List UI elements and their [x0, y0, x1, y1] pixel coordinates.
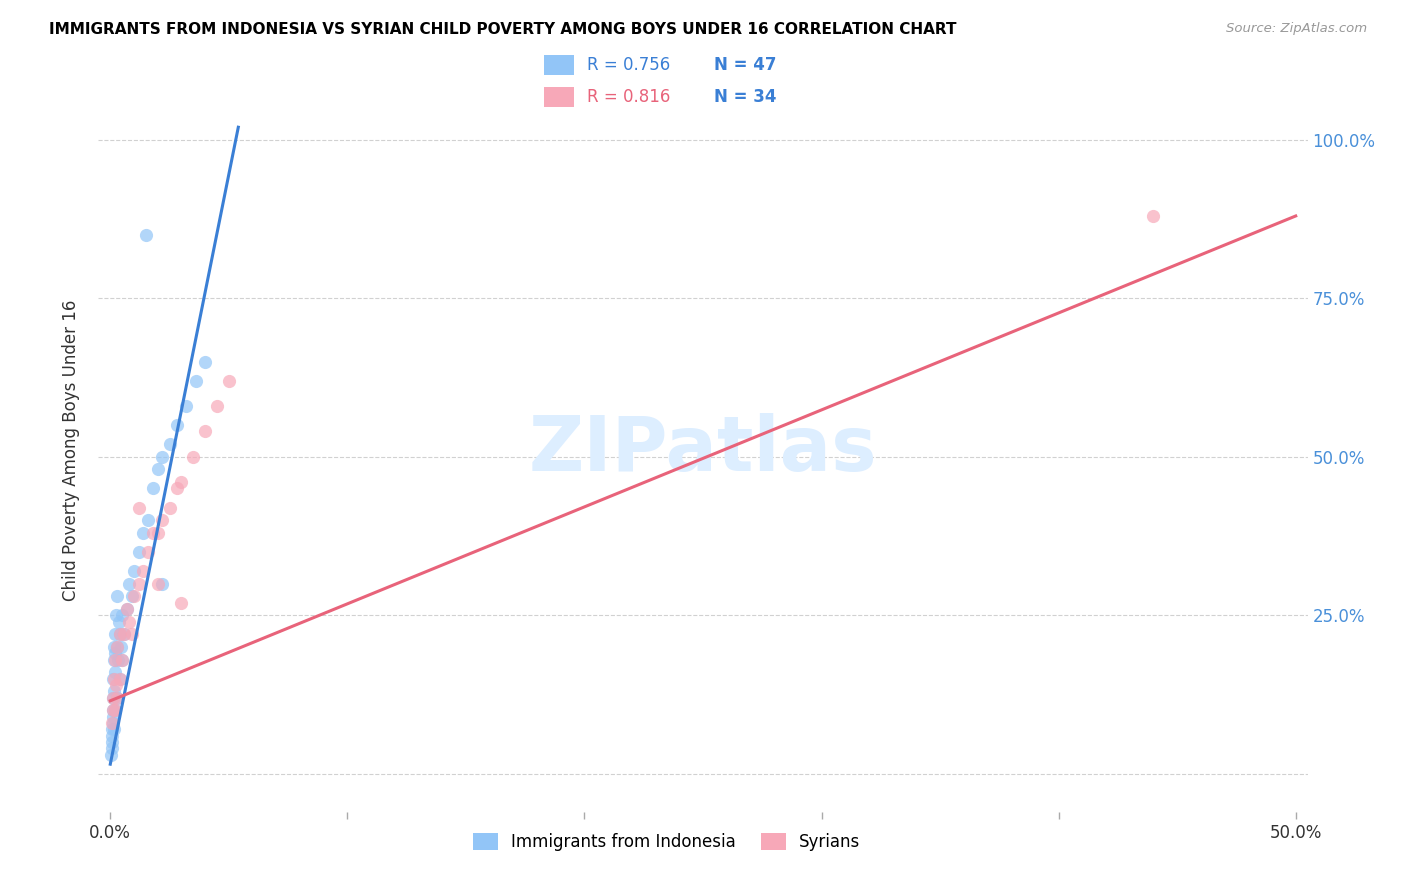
Point: [100, 735, 122, 749]
Point: [174, 399, 197, 413]
Bar: [544, 55, 575, 75]
Point: [128, 576, 150, 591]
Bar: [544, 87, 575, 107]
Point: [105, 690, 128, 705]
Point: [105, 678, 128, 692]
Point: [111, 608, 134, 623]
Point: [205, 399, 228, 413]
Point: [194, 355, 217, 369]
Point: [118, 615, 141, 629]
Point: [128, 500, 150, 515]
Point: [152, 513, 174, 527]
Point: [101, 690, 124, 705]
Point: [101, 729, 124, 743]
Point: [159, 437, 181, 451]
Point: [135, 227, 157, 242]
Point: [101, 716, 124, 731]
Point: [128, 545, 150, 559]
Point: [132, 525, 155, 540]
Point: [111, 652, 134, 666]
Text: Source: ZipAtlas.com: Source: ZipAtlas.com: [1226, 22, 1367, 36]
Point: [1142, 209, 1164, 223]
Point: [111, 652, 134, 666]
Point: [136, 545, 159, 559]
Point: [104, 665, 127, 680]
Point: [103, 690, 125, 705]
Point: [103, 652, 125, 666]
Point: [142, 525, 165, 540]
Point: [104, 703, 127, 717]
Point: [107, 615, 129, 629]
Point: [114, 627, 136, 641]
Point: [118, 576, 141, 591]
Point: [100, 747, 122, 762]
Point: [105, 589, 128, 603]
Point: [146, 576, 169, 591]
Point: [101, 703, 124, 717]
Point: [101, 703, 124, 717]
Point: [101, 716, 124, 731]
Point: [136, 513, 159, 527]
Point: [115, 602, 138, 616]
Point: [108, 672, 131, 686]
Point: [170, 596, 193, 610]
Point: [104, 703, 127, 717]
Point: [101, 709, 124, 723]
Point: [101, 672, 124, 686]
Point: [152, 576, 174, 591]
Point: [194, 425, 217, 439]
Point: [103, 684, 125, 698]
Point: [159, 500, 181, 515]
Legend: Immigrants from Indonesia, Syrians: Immigrants from Indonesia, Syrians: [467, 826, 868, 857]
Point: [122, 564, 145, 578]
Point: [110, 640, 132, 654]
Point: [181, 450, 204, 464]
Text: IMMIGRANTS FROM INDONESIA VS SYRIAN CHILD POVERTY AMONG BOYS UNDER 16 CORRELATIO: IMMIGRANTS FROM INDONESIA VS SYRIAN CHIL…: [49, 22, 956, 37]
Point: [115, 602, 138, 616]
Point: [104, 646, 127, 660]
Point: [105, 690, 128, 705]
Point: [103, 723, 125, 737]
Point: [218, 374, 240, 388]
Point: [105, 640, 128, 654]
Point: [170, 475, 193, 490]
Point: [105, 608, 128, 623]
Point: [103, 672, 125, 686]
Point: [132, 564, 155, 578]
Point: [103, 640, 125, 654]
Point: [121, 589, 143, 603]
Point: [142, 482, 165, 496]
Point: [104, 652, 127, 666]
Y-axis label: Child Poverty Among Boys Under 16: Child Poverty Among Boys Under 16: [62, 300, 80, 601]
Point: [108, 672, 131, 686]
Text: ZIPatlas: ZIPatlas: [529, 414, 877, 487]
Point: [152, 450, 174, 464]
Point: [104, 627, 127, 641]
Point: [114, 627, 136, 641]
Point: [107, 652, 129, 666]
Text: R = 0.816: R = 0.816: [586, 87, 671, 105]
Point: [101, 723, 124, 737]
Text: R = 0.756: R = 0.756: [586, 55, 671, 73]
Point: [166, 482, 188, 496]
Text: N = 34: N = 34: [714, 87, 776, 105]
Point: [122, 589, 145, 603]
Point: [166, 418, 188, 433]
Text: N = 47: N = 47: [714, 55, 776, 73]
Point: [101, 741, 124, 756]
Point: [184, 374, 207, 388]
Point: [108, 627, 131, 641]
Point: [146, 462, 169, 476]
Point: [146, 525, 169, 540]
Point: [121, 627, 143, 641]
Point: [108, 627, 131, 641]
Point: [105, 640, 128, 654]
